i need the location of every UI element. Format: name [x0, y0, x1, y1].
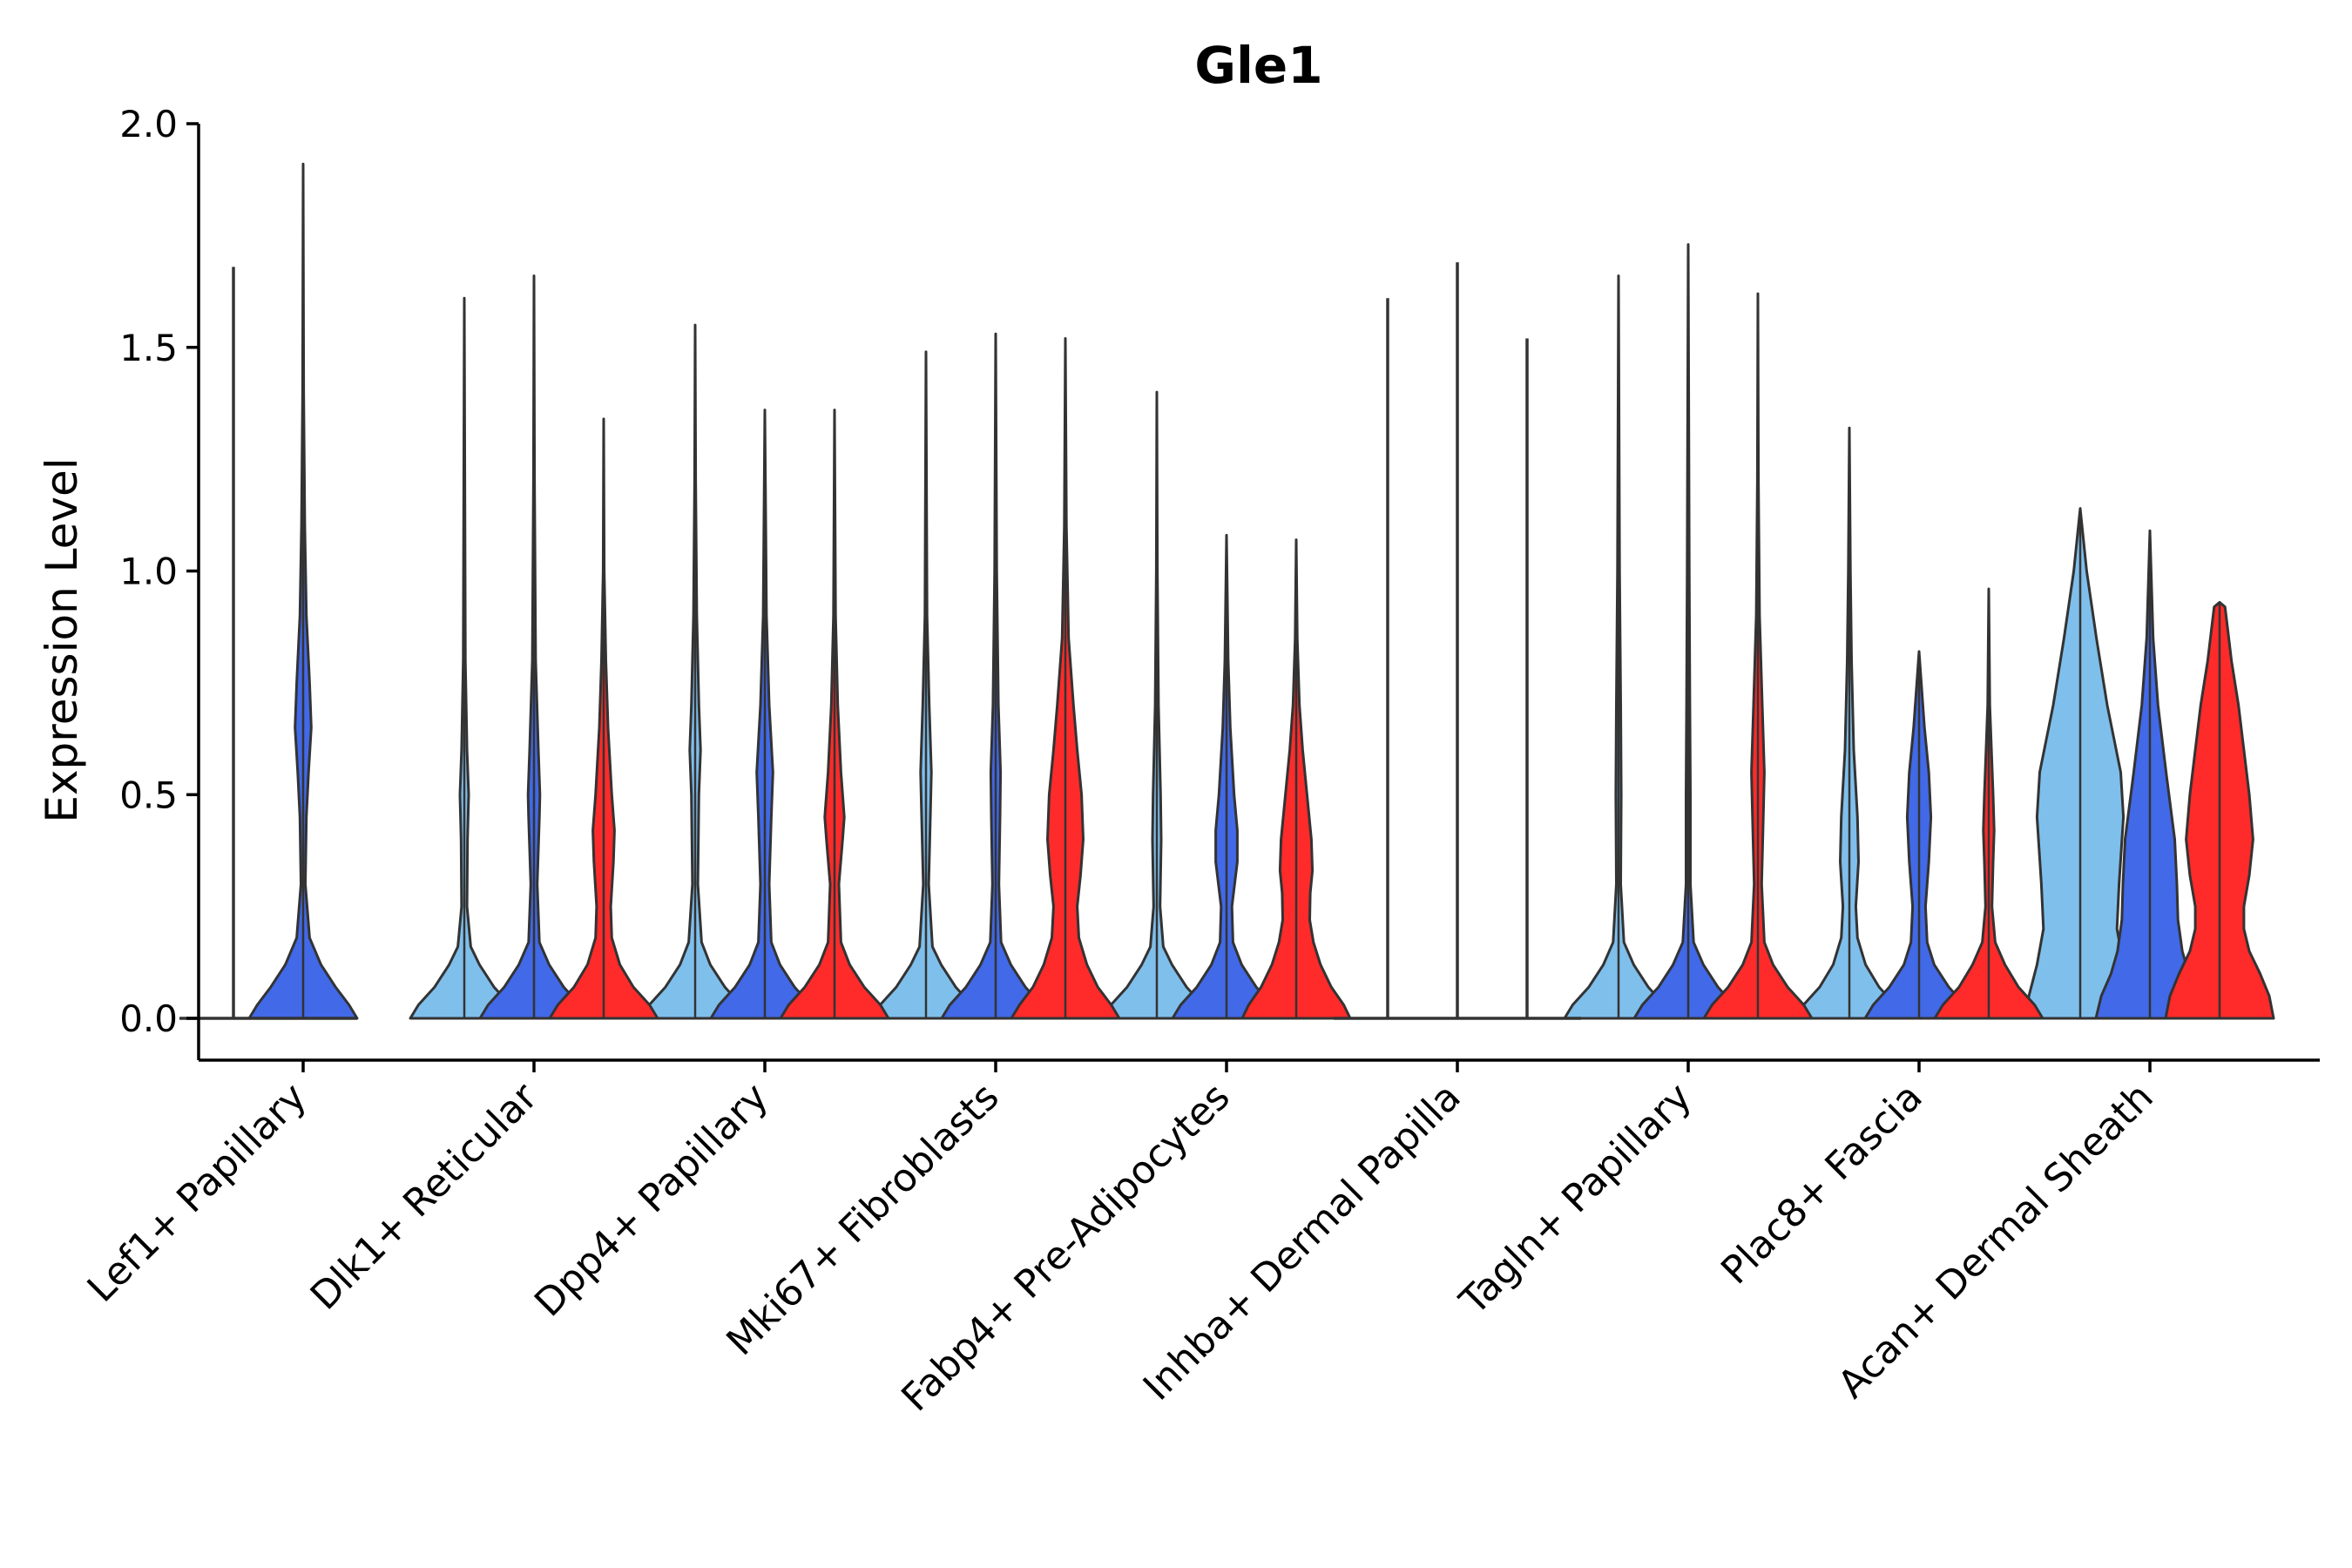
y-tick-label: 0.5: [119, 774, 178, 816]
x-tick-label: Dlk1+ Reticular: [302, 1074, 547, 1319]
x-tick-label: Plac8+ Fascia: [1713, 1075, 1931, 1294]
x-tick-label: Tagln+ Papillary: [1451, 1075, 1700, 1324]
y-tick-label: 1.5: [119, 327, 178, 369]
y-axis-label: Expression Level: [37, 457, 87, 822]
y-tick-label: 2.0: [119, 103, 178, 145]
x-tick-label: Dpp4+ Papillary: [526, 1075, 777, 1326]
y-tick-label: 1.0: [119, 551, 178, 593]
chart-title: Gle1: [1194, 36, 1322, 95]
x-tick-label: Lef1+ Papillary: [79, 1075, 315, 1311]
y-tick-label: 0.0: [119, 997, 178, 1040]
plot-area: [179, 162, 2275, 1020]
